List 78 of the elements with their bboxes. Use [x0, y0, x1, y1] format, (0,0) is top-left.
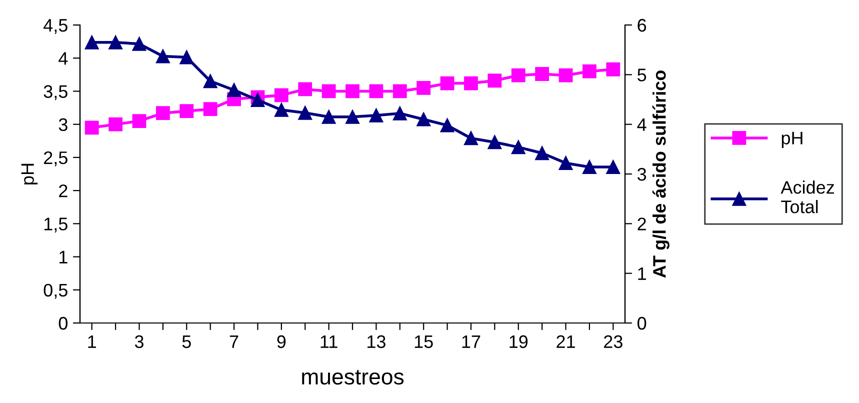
x-tick-label: 23: [604, 335, 622, 348]
x-tick-label: 11: [320, 335, 338, 348]
y2-axis-title: AT g/l de ácido sulfúrico: [652, 70, 670, 278]
point: [558, 156, 573, 170]
point: [488, 135, 502, 150]
point: [606, 62, 620, 76]
y-tick-label: 4,5: [44, 19, 68, 34]
point: [392, 106, 407, 120]
point: [511, 68, 526, 82]
point: [440, 76, 454, 90]
point: [274, 102, 288, 117]
point: [369, 84, 384, 98]
point: [464, 76, 478, 90]
y2-tick-label: 0: [638, 316, 646, 330]
point: [84, 35, 99, 50]
point: [156, 106, 170, 120]
x-tick-label: 15: [414, 335, 433, 348]
x-axis-title: muestreos: [302, 370, 404, 385]
point: [369, 108, 384, 122]
x-tick-label: 7: [230, 335, 238, 348]
point: [84, 120, 99, 135]
point: [440, 118, 454, 132]
x-tick-label: 9: [277, 335, 286, 348]
point: [203, 102, 218, 116]
y-tick-label: 1,5: [44, 218, 68, 233]
point: [108, 35, 122, 50]
point: [535, 67, 550, 81]
point: [392, 84, 407, 98]
point: [582, 160, 596, 174]
legend-label: Acidez Total: [780, 180, 834, 214]
point: [416, 80, 431, 95]
point: [346, 110, 360, 124]
point: [606, 160, 620, 174]
x-tick-label: 13: [368, 335, 386, 348]
y-tick-label: 3,5: [44, 85, 68, 100]
point: [298, 82, 312, 96]
y-tick-label: 3: [58, 118, 68, 132]
point: [511, 140, 526, 154]
y-tick-label: 0: [58, 316, 68, 330]
point: [203, 74, 218, 88]
point: [582, 64, 596, 78]
point: [558, 68, 573, 82]
point: [250, 93, 265, 107]
point: [227, 83, 241, 98]
y2-tick-label: 6: [638, 18, 646, 32]
x-tick-label: 3: [134, 335, 144, 348]
y-tick-label: 4: [58, 52, 68, 65]
point: [180, 104, 194, 118]
point: [322, 110, 336, 124]
y-tick-label: 1: [60, 250, 68, 264]
point: [346, 84, 360, 98]
point: [298, 106, 312, 120]
point: [156, 49, 170, 64]
point: [488, 74, 502, 88]
y2-tick-label: 1: [638, 267, 646, 280]
point: [322, 84, 336, 98]
y-tick-label: 0,5: [44, 284, 68, 299]
x-tick-label: 17: [462, 335, 480, 348]
point: [132, 114, 146, 128]
point: [464, 131, 478, 146]
y-tick-label: 2,5: [44, 151, 68, 166]
x-tick-label: 5: [182, 335, 191, 348]
y2-tick-label: 4: [637, 118, 646, 131]
point: [180, 50, 194, 64]
y-axis-title: pH: [21, 164, 38, 184]
point: [108, 117, 122, 132]
y-tick-label: 2: [59, 184, 68, 198]
x-tick-label: 19: [510, 335, 528, 348]
legend-label: pH: [782, 132, 802, 148]
point: [274, 88, 288, 102]
y2-tick-label: 2: [638, 218, 646, 230]
point: [132, 36, 146, 51]
point: [535, 146, 550, 160]
y2-tick-label: 5: [638, 68, 646, 82]
x-tick-label: 21: [556, 335, 575, 348]
x-tick-label: 1: [88, 335, 96, 348]
point: [416, 112, 431, 126]
y2-tick-label: 3: [637, 168, 646, 181]
